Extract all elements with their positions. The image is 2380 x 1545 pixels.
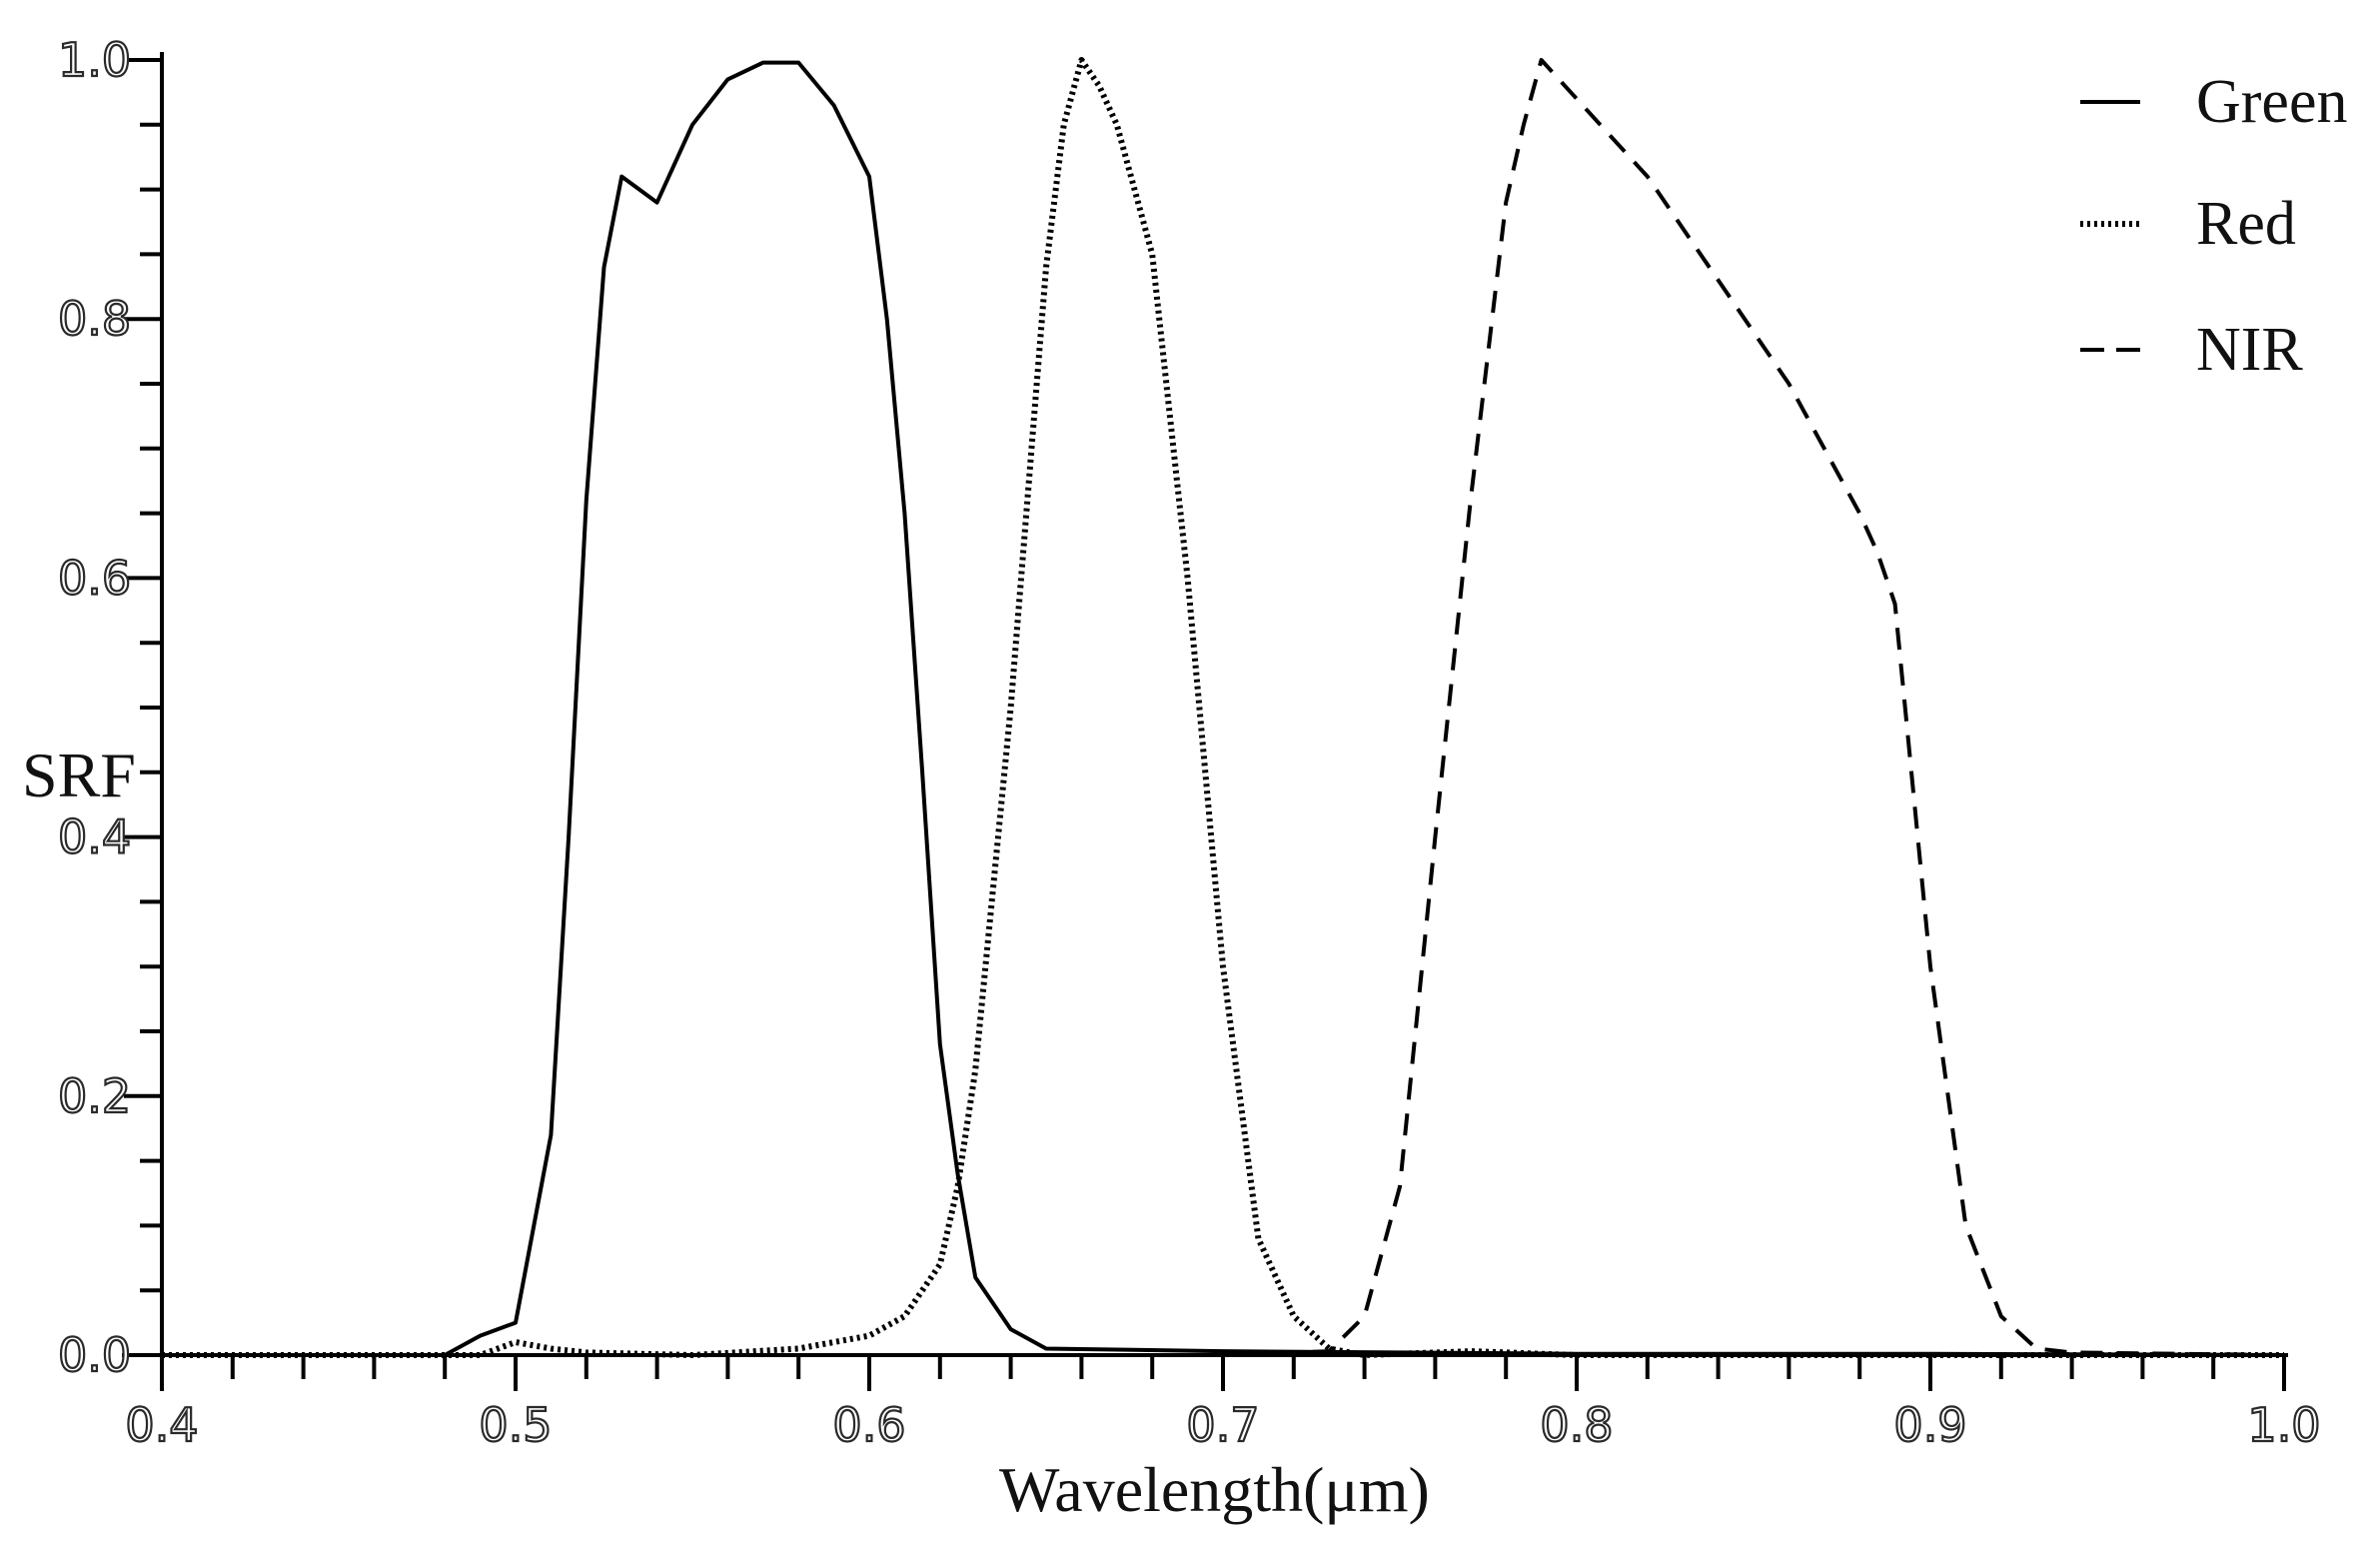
- x-tick-label: 0.9: [1893, 1398, 1966, 1452]
- x-tick-label: 0.5: [479, 1398, 552, 1452]
- series-line-nir: [162, 58, 2285, 1357]
- y-axis-title: SRF: [22, 740, 136, 810]
- x-tick-label: 0.7: [1186, 1398, 1259, 1452]
- x-axis-title: Wavelength(μm): [999, 1454, 1430, 1525]
- x-tick-label: 1.0: [2247, 1398, 2320, 1452]
- legend: Green Red NIR: [2080, 68, 2347, 384]
- x-tick-label: 0.6: [832, 1398, 905, 1452]
- series-layer: [162, 57, 2285, 1358]
- tick-labels-layer: 0.0 0.2 0.4 0.6 0.8 1.0 0.4 0.5 0.6 0.7 0.8 0.9 1.0: [57, 32, 2322, 1453]
- legend-label-nir: NIR: [2196, 316, 2303, 384]
- ticks-layer: [124, 58, 2286, 1391]
- series-line-red: [162, 57, 2284, 1358]
- y-tick-label: 0.8: [58, 292, 131, 346]
- y-tick-label: 0.4: [58, 810, 131, 864]
- series-line-green: [162, 60, 2285, 1357]
- y-tick-label: 0.0: [58, 1328, 131, 1382]
- x-tick-label: 0.8: [1540, 1398, 1613, 1452]
- legend-label-red: Red: [2196, 190, 2296, 258]
- x-tick-label: 0.4: [125, 1398, 198, 1452]
- y-tick-label: 1.0: [58, 33, 131, 87]
- y-tick-label: 0.2: [58, 1069, 131, 1123]
- axes-layer: [122, 52, 2288, 1385]
- y-tick-label: 0.6: [58, 551, 131, 605]
- legend-label-green: Green: [2196, 68, 2347, 136]
